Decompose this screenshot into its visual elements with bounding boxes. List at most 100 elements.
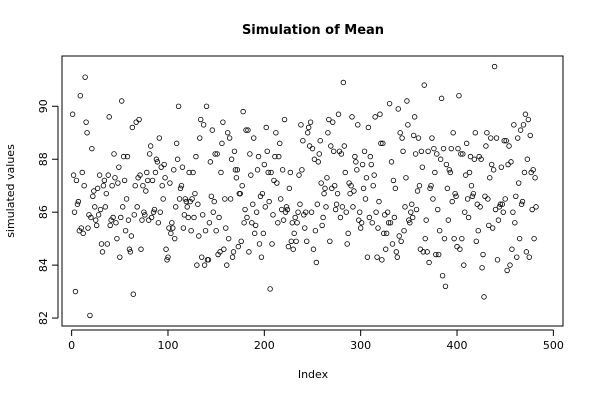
data-point [125, 217, 132, 223]
data-point [101, 177, 108, 184]
data-point [83, 119, 89, 125]
data-point [344, 241, 350, 247]
data-point [462, 209, 468, 215]
data-point [462, 172, 469, 178]
x-tick-label: 0 [68, 339, 75, 352]
data-point [475, 228, 481, 234]
data-point [496, 204, 503, 210]
data-point [217, 249, 223, 255]
data-point [529, 206, 535, 213]
data-point [300, 138, 306, 144]
data-point [244, 214, 250, 221]
data-point [445, 217, 452, 223]
data-point [89, 145, 95, 152]
data-point [201, 262, 208, 268]
data-point [454, 243, 460, 250]
data-point [114, 235, 120, 242]
data-point [426, 259, 432, 266]
data-point [506, 143, 512, 149]
data-point [288, 238, 295, 244]
data-point [494, 257, 501, 263]
data-point [263, 124, 269, 131]
data-point [472, 130, 479, 136]
data-point [334, 190, 341, 197]
data-point [250, 201, 256, 207]
data-point [209, 127, 215, 133]
data-point [363, 175, 370, 181]
data-point [519, 198, 526, 205]
data-point [94, 185, 101, 192]
data-point [473, 238, 479, 244]
data-point [508, 159, 514, 165]
data-point [394, 254, 400, 260]
data-point [126, 246, 133, 252]
data-point [91, 188, 97, 194]
data-point [134, 204, 140, 210]
data-point [318, 180, 324, 186]
data-point [367, 153, 374, 160]
data-point [197, 135, 203, 141]
data-point [184, 204, 190, 210]
data-point [501, 138, 507, 144]
data-point [485, 196, 491, 202]
data-point [203, 103, 210, 109]
data-point [470, 190, 477, 197]
plot-frame [61, 55, 564, 327]
y-tick-label: 82 [37, 311, 50, 325]
data-point [433, 251, 439, 258]
data-point [461, 262, 467, 268]
data-point [96, 172, 103, 178]
data-point [372, 114, 378, 120]
data-point [146, 217, 152, 223]
data-point [487, 175, 493, 181]
data-point [163, 246, 169, 252]
data-point [480, 251, 486, 258]
data-point [357, 225, 364, 231]
data-point [293, 238, 299, 244]
data-point [326, 116, 332, 123]
data-point [158, 164, 164, 170]
data-point [119, 98, 125, 104]
data-point [493, 135, 500, 141]
data-point [523, 249, 530, 255]
data-point [97, 206, 104, 213]
data-point [220, 119, 226, 125]
data-point [474, 201, 480, 207]
data-point [360, 185, 367, 192]
data-point [249, 220, 255, 226]
data-point [422, 235, 428, 242]
data-point [110, 214, 116, 221]
data-point [361, 148, 368, 154]
data-point [156, 135, 163, 141]
data-point [388, 159, 395, 165]
data-point [356, 217, 362, 223]
data-point [497, 201, 504, 207]
data-point [290, 246, 296, 252]
data-point [207, 159, 214, 165]
data-point [413, 206, 420, 213]
data-point [291, 230, 297, 237]
data-point [92, 204, 98, 210]
data-point [123, 196, 130, 202]
x-axis-label: Index [298, 368, 329, 381]
data-point [129, 124, 136, 131]
data-point [502, 196, 508, 202]
data-point [274, 180, 280, 186]
data-point [505, 161, 511, 168]
data-point [278, 206, 285, 213]
data-point [82, 74, 88, 80]
data-point [173, 140, 180, 147]
data-point [530, 167, 536, 173]
data-point [311, 156, 318, 162]
data-point [295, 209, 301, 215]
data-point [398, 238, 404, 244]
data-point [85, 225, 91, 231]
data-point [327, 238, 333, 244]
data-point [112, 175, 118, 181]
data-point [121, 177, 128, 184]
data-point [259, 190, 266, 197]
data-point [298, 122, 304, 128]
data-point [386, 100, 393, 107]
data-point [136, 116, 142, 123]
